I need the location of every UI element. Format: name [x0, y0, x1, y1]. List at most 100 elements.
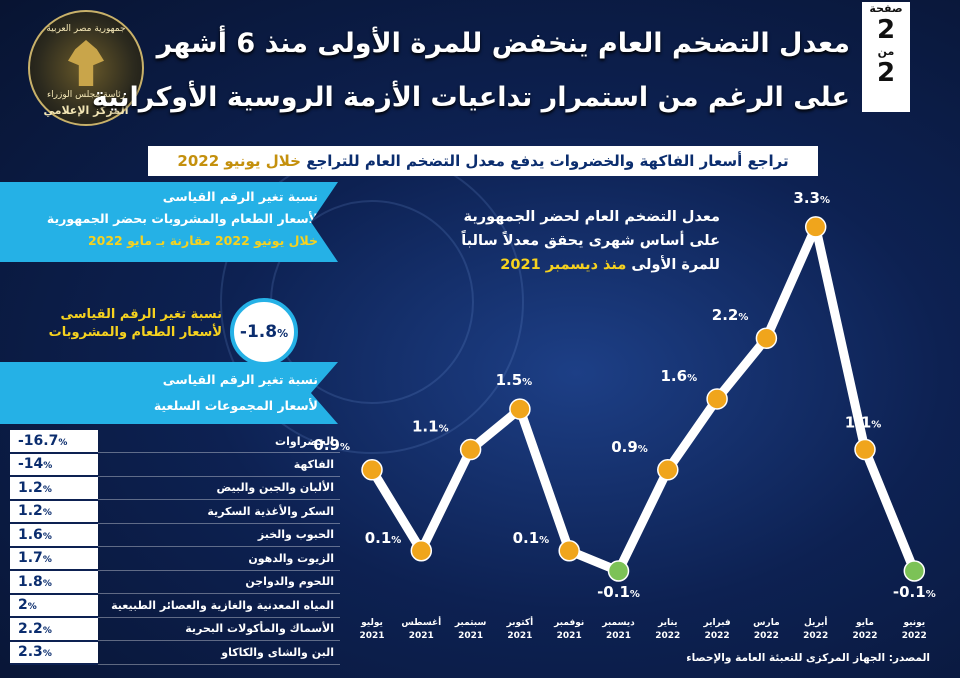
x-tick-label-year: 2022 — [803, 631, 828, 641]
data-label: 0.1% — [365, 529, 402, 547]
commodity-name: المياه المعدنية والغازية والعصائر الطبيع… — [98, 593, 340, 618]
data-point — [459, 438, 482, 461]
food-change-label: نسبة تغير الرقم القياسى لأسعار الطعام وا… — [22, 306, 222, 342]
commodity-name: الزيوت والدهون — [98, 546, 340, 571]
table-row: 1.2% السكر والأغذية السكرية — [10, 499, 340, 524]
table-row: 2.3% البن والشاى والكاكاو — [10, 640, 340, 665]
commodity-value: 1.2% — [10, 476, 98, 501]
box1-line2: لأسعار الطعام والمشروبات بحضر الجمهورية — [46, 211, 318, 226]
table-row: 1.8% اللحوم والدواجن — [10, 570, 340, 595]
commodity-value: 1.6% — [10, 523, 98, 548]
commodity-value-number: 2.2 — [18, 620, 43, 637]
commodity-value-percent: % — [42, 578, 52, 589]
x-tick-label-year: 2022 — [705, 631, 730, 641]
data-label: 1.1% — [845, 414, 882, 432]
data-label: 0.9% — [611, 438, 648, 456]
commodity-value-number: -14 — [18, 456, 44, 473]
chart-note-line1: معدل التضخم العام لحضر الجمهورية — [463, 209, 720, 225]
data-point — [558, 540, 580, 562]
table-row: 2.2% الأسماك والمأكولات البحرية — [10, 617, 340, 642]
table-row: 1.2% الألبان والجبن والبيض — [10, 476, 340, 501]
data-label: 1.5% — [496, 371, 533, 389]
data-point — [706, 388, 728, 410]
commodity-name: اللحوم والدواجن — [98, 570, 340, 594]
commodity-value: 2.3% — [10, 640, 98, 665]
chart-note-line3: للمرة الأولى منذ ديسمبر 2021 — [420, 253, 720, 277]
data-label: 1.1% — [412, 418, 449, 436]
table-row: -14% الفاكهة — [10, 452, 340, 477]
table-row: 1.6% الحبوب والخبز — [10, 523, 340, 548]
x-tick-label-year: 2022 — [902, 631, 927, 641]
data-point — [410, 540, 433, 562]
food-line2: لأسعار الطعام والمشروبات — [48, 325, 222, 340]
table-row: -16.7% الخضراوات — [10, 430, 340, 454]
commodity-value-percent: % — [42, 649, 52, 660]
x-tick-label-month: مارس — [753, 618, 780, 628]
subtitle-bar: تراجع أسعار الفاكهة والخضروات يدفع معدل … — [148, 146, 818, 176]
table-row: 1.7% الزيوت والدهون — [10, 546, 340, 571]
x-tick-label-month: يوليو — [360, 618, 383, 628]
commodity-value-percent: % — [42, 625, 52, 636]
x-tick-label-month: ديسمبر — [601, 618, 635, 628]
commodity-value-percent: % — [27, 602, 37, 613]
data-point — [657, 459, 679, 481]
box2-line2: لأسعار المجموعات السلعية — [153, 398, 318, 413]
commodity-value-number: 2 — [18, 597, 28, 614]
page-label: صفحة — [869, 2, 903, 15]
commodity-value-percent: % — [42, 484, 52, 495]
commodity-name: الألبان والجبن والبيض — [98, 476, 340, 500]
x-tick-label-month: يناير — [657, 618, 677, 628]
commodity-name: الأسماك والمأكولات البحرية — [98, 617, 340, 641]
x-tick-label-month: أبريل — [804, 616, 827, 628]
food-line1: نسبة تغير الرقم القياسى — [60, 307, 222, 322]
data-point — [361, 459, 383, 481]
x-tick-label-month: يونيو — [902, 618, 925, 628]
chart-note: معدل التضخم العام لحضر الجمهورية على أسا… — [420, 205, 720, 277]
x-tick-label-month: سبتمبر — [454, 618, 487, 628]
food-change-percent: % — [277, 327, 289, 340]
box2-line1: نسبة تغير الرقم القياسى — [162, 372, 318, 387]
commodity-value-percent: % — [43, 461, 53, 472]
title-line-1: معدل التضخم العام ينخفض للمرة الأولى منذ… — [156, 28, 850, 59]
commodity-value-number: 1.6 — [18, 526, 43, 543]
x-tick-label-year: 2021 — [359, 631, 384, 641]
commodity-value-number: 1.7 — [18, 550, 43, 567]
data-label: 3.3% — [793, 189, 830, 207]
commodity-value-percent: % — [58, 437, 68, 448]
x-tick-label-year: 2021 — [409, 631, 434, 641]
commodity-value-number: 1.2 — [18, 479, 43, 496]
commodity-value-percent: % — [42, 555, 52, 566]
x-tick-label-year: 2022 — [754, 631, 779, 641]
data-label: 2.2% — [712, 306, 749, 324]
commodity-index-header-box: نسبة تغير الرقم القياسى لأسعار المجموعات… — [0, 362, 338, 424]
commodity-value: -16.7% — [10, 430, 98, 454]
commodity-name: السكر والأغذية السكرية — [98, 499, 340, 524]
commodity-groups-table: -16.7% الخضراوات -14% الفاكهة 1.2% الألبان وا… — [10, 430, 340, 665]
data-label: -0.1% — [893, 583, 936, 601]
page-indicator: صفحة 2 من 2 — [862, 2, 910, 112]
commodity-value: 1.7% — [10, 546, 98, 571]
data-label: 0.9% — [313, 436, 350, 454]
commodity-value: 1.2% — [10, 499, 98, 524]
x-tick-label-year: 2021 — [458, 631, 483, 641]
box1-line3: خلال يونيو 2022 مقارنة بـ مايو 2022 — [87, 233, 318, 248]
data-point — [854, 438, 876, 461]
logo-mid-text: رئاسة مجلس الوزراء — [46, 90, 126, 100]
logo-top-text: جمهورية مصر العربية — [46, 24, 126, 34]
x-tick-label-month: مايو — [855, 618, 874, 628]
commodity-value: 1.8% — [10, 570, 98, 595]
table-row: 2% المياه المعدنية والغازية والعصائر الطب… — [10, 593, 340, 618]
x-tick-label-month: أغسطس — [401, 616, 441, 628]
data-point — [804, 216, 827, 238]
logo-bottom-text: المركز الإعلامي — [43, 104, 129, 117]
x-tick-label-year: 2021 — [557, 631, 582, 641]
commodity-value: -14% — [10, 452, 98, 477]
logo: جمهورية مصر العربية رئاسة مجلس الوزراء ا… — [28, 10, 144, 126]
page-total: 2 — [876, 58, 896, 88]
title-line-2: على الرغم من استمرار تداعيات الأزمة الرو… — [92, 82, 850, 113]
data-point — [903, 560, 926, 582]
data-label: 1.6% — [660, 367, 697, 385]
commodity-value-percent: % — [42, 508, 52, 519]
x-tick-label-month: فبراير — [702, 618, 730, 628]
